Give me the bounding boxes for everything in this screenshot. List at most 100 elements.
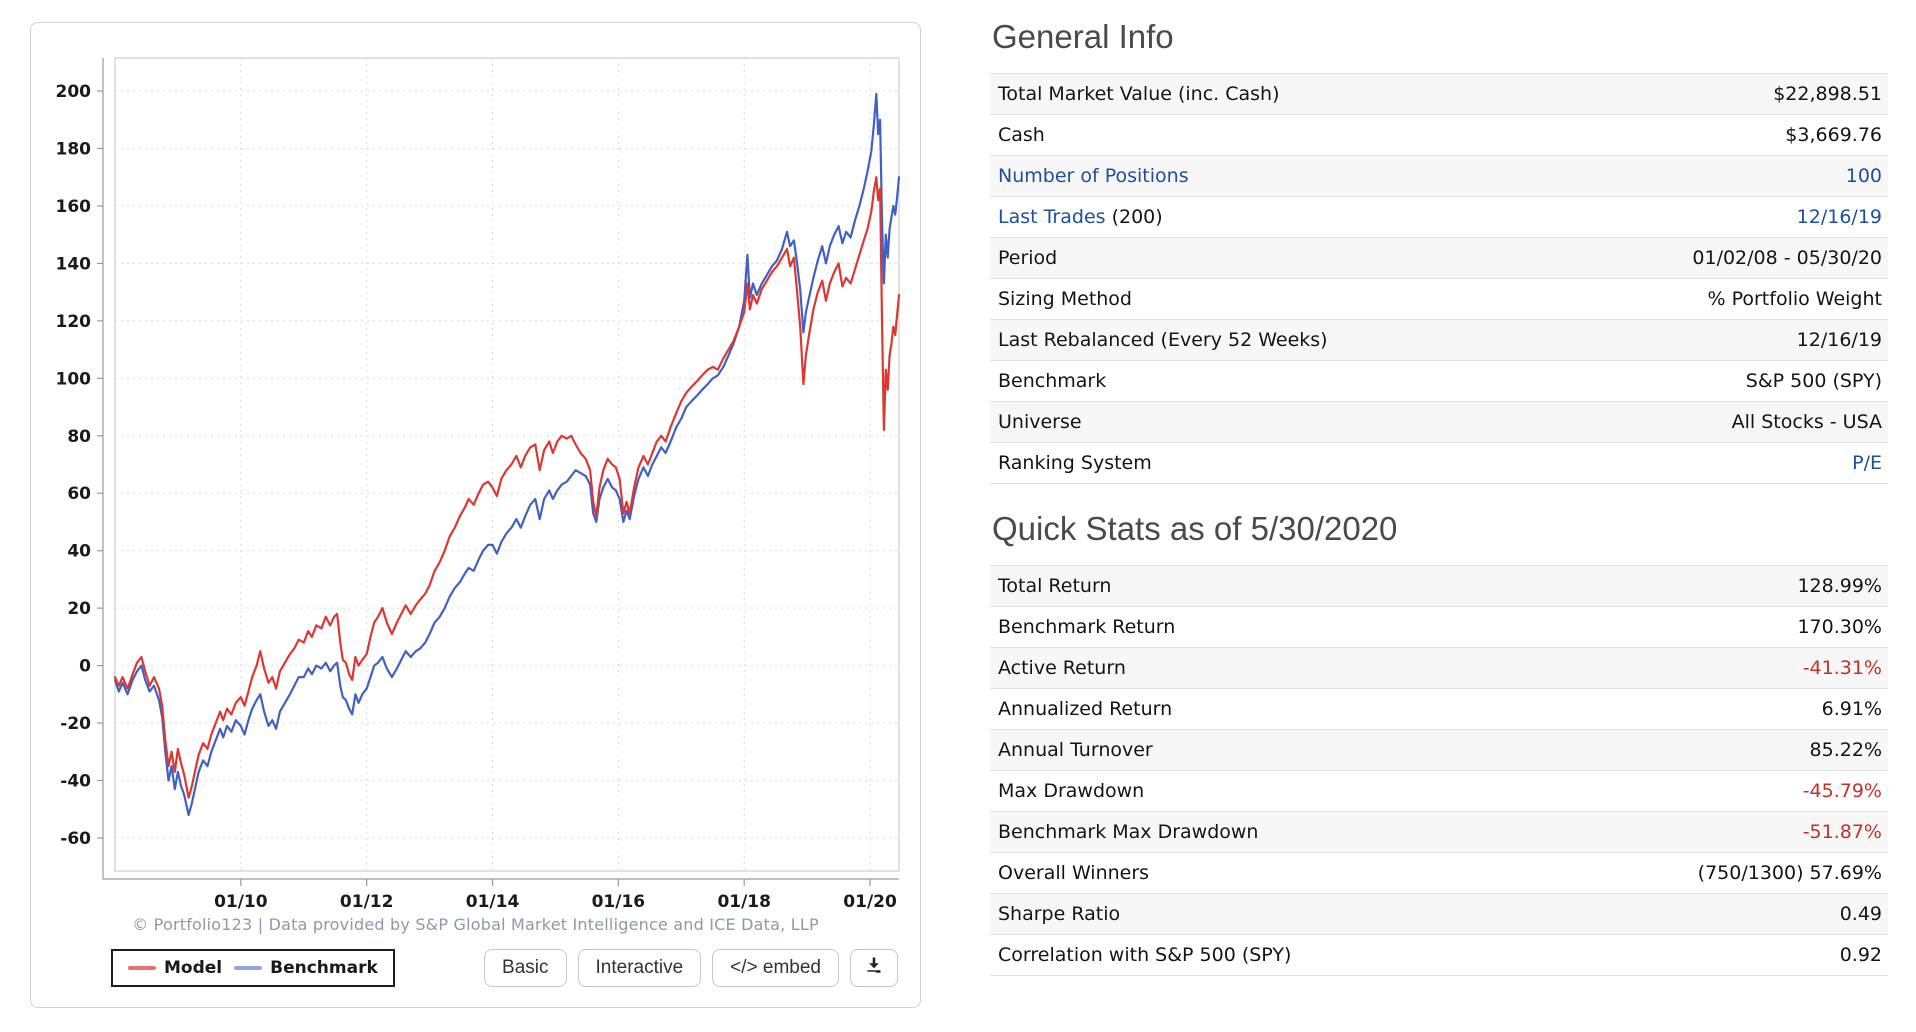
row-label-text: Annual Turnover (998, 739, 1153, 761)
row-label-text: Period (998, 247, 1058, 269)
row-label: Ranking System (990, 443, 1852, 483)
row-value: -41.31% (1802, 657, 1882, 679)
legend-label: Benchmark (270, 958, 378, 978)
download-button[interactable] (850, 949, 898, 987)
table-row: Active Return -41.31% (990, 648, 1888, 689)
table-row: Total Market Value (inc. Cash) $22,898.51 (990, 74, 1888, 115)
chart-toolbar: Basic Interactive </> embed (484, 949, 898, 987)
table-row: Total Return 128.99% (990, 566, 1888, 607)
row-label: Period (990, 238, 1692, 278)
row-label-text: Total Market Value (inc. Cash) (998, 83, 1280, 105)
row-label: Last Trades (200) (990, 197, 1797, 237)
table-row: Period 01/02/08 - 05/30/20 (990, 238, 1888, 279)
chart-attribution: © Portfolio123 | Data provided by S&P Gl… (132, 915, 819, 934)
row-value: -45.79% (1802, 780, 1882, 802)
row-label: Universe (990, 402, 1732, 442)
row-value: (750/1300) 57.69% (1697, 862, 1882, 884)
row-label-text: Cash (998, 124, 1045, 146)
y-tick-label: 20 (67, 599, 91, 619)
row-label: Cash (990, 115, 1785, 155)
row-label-text: Sizing Method (998, 288, 1132, 310)
row-value[interactable]: 100 (1845, 165, 1882, 187)
table-row: Overall Winners (750/1300) 57.69% (990, 853, 1888, 894)
row-value: $3,669.76 (1785, 124, 1882, 146)
general-info-title: General Info (992, 18, 1174, 55)
row-value: -51.87% (1802, 821, 1882, 843)
row-label: Max Drawdown (990, 771, 1803, 811)
row-label-text: Annualized Return (998, 698, 1173, 720)
row-label-text: Total Return (998, 575, 1112, 597)
row-label: Total Market Value (inc. Cash) (990, 74, 1773, 114)
table-row: Sharpe Ratio 0.49 (990, 894, 1888, 935)
x-tick-label: 01/16 (592, 892, 646, 912)
y-tick-label: -20 (60, 714, 91, 734)
row-label: Benchmark Max Drawdown (990, 812, 1803, 852)
y-tick-label: 80 (67, 427, 91, 447)
row-label-text: Universe (998, 411, 1082, 433)
interactive-button[interactable]: Interactive (577, 949, 702, 987)
row-value: 12/16/19 (1796, 329, 1882, 351)
embed-button[interactable]: </> embed (712, 949, 839, 987)
row-label: Last Rebalanced (Every 52 Weeks) (990, 320, 1797, 360)
table-row: Last Rebalanced (Every 52 Weeks) 12/16/19 (990, 320, 1888, 361)
x-tick-label: 01/18 (717, 892, 771, 912)
row-value: 128.99% (1797, 575, 1882, 597)
y-tick-label: 200 (56, 82, 92, 102)
table-row: Ranking System P/E (990, 443, 1888, 484)
row-value: All Stocks - USA (1731, 411, 1882, 433)
row-label-text: Active Return (998, 657, 1126, 679)
row-value: 0.92 (1839, 944, 1882, 966)
table-row: Cash $3,669.76 (990, 115, 1888, 156)
x-tick-label: 01/20 (843, 892, 897, 912)
table-row: Last Trades (200) 12/16/19 (990, 197, 1888, 238)
row-label-link[interactable]: Number of Positions (998, 165, 1189, 187)
row-value: S&P 500 (SPY) (1745, 370, 1882, 392)
row-label: Overall Winners (990, 853, 1698, 893)
y-tick-label: 100 (56, 369, 92, 389)
table-row: Universe All Stocks - USA (990, 402, 1888, 443)
table-row: Correlation with S&P 500 (SPY) 0.92 (990, 935, 1888, 976)
row-value: 85.22% (1809, 739, 1882, 761)
row-value: 01/02/08 - 05/30/20 (1692, 247, 1882, 269)
quick-stats-table: Total Return 128.99% Benchmark Return 170.3… (990, 565, 1888, 976)
row-label: Sizing Method (990, 279, 1708, 319)
performance-chart: 200180160140120100806040200-20-40-6001/1… (56, 57, 901, 912)
legend-label: Model (164, 958, 223, 978)
row-label-text: Max Drawdown (998, 780, 1145, 802)
y-tick-label: 0 (79, 657, 91, 677)
y-tick-label: -40 (60, 772, 91, 792)
table-row: Annual Turnover 85.22% (990, 730, 1888, 771)
plot-border (114, 57, 900, 872)
table-row: Benchmark S&P 500 (SPY) (990, 361, 1888, 402)
row-label-link[interactable]: Last Trades (998, 206, 1106, 228)
y-tick-label: 40 (67, 542, 91, 562)
benchmark-line (113, 92, 901, 817)
basic-button[interactable]: Basic (484, 949, 567, 987)
table-row: Benchmark Return 170.30% (990, 607, 1888, 648)
general-info-table: Total Market Value (inc. Cash) $22,898.51… (990, 73, 1888, 484)
x-tick-label: 01/10 (214, 892, 268, 912)
row-label-suffix: (200) (1105, 206, 1163, 228)
download-icon (864, 955, 884, 981)
row-label: Number of Positions (990, 156, 1846, 196)
table-row: Annualized Return 6.91% (990, 689, 1888, 730)
row-label: Annual Turnover (990, 730, 1810, 770)
row-value: 170.30% (1797, 616, 1882, 638)
row-value[interactable]: P/E (1852, 452, 1882, 474)
row-label: Benchmark Return (990, 607, 1797, 647)
row-label-text: Benchmark Return (998, 616, 1176, 638)
row-label: Total Return (990, 566, 1797, 606)
model-line (113, 176, 901, 799)
row-value: % Portfolio Weight (1707, 288, 1883, 310)
chart-panel: 200 180 160 140 120 100 80 60 40 20 0 -20 -40 -60 01/1… (30, 22, 921, 1008)
row-label-text: Correlation with S&P 500 (SPY) (998, 944, 1292, 966)
row-label: Active Return (990, 648, 1803, 688)
row-value: 6.91% (1821, 698, 1882, 720)
row-value[interactable]: 12/16/19 (1796, 206, 1882, 228)
table-row: Max Drawdown -45.79% (990, 771, 1888, 812)
x-tick-label: 01/12 (340, 892, 394, 912)
quick-stats-title: Quick Stats as of 5/30/2020 (992, 510, 1398, 547)
row-label-text: Benchmark (998, 370, 1107, 392)
table-row: Number of Positions 100 (990, 156, 1888, 197)
info-panel: General Info Total Market Value (inc. Ca… (990, 10, 1888, 976)
